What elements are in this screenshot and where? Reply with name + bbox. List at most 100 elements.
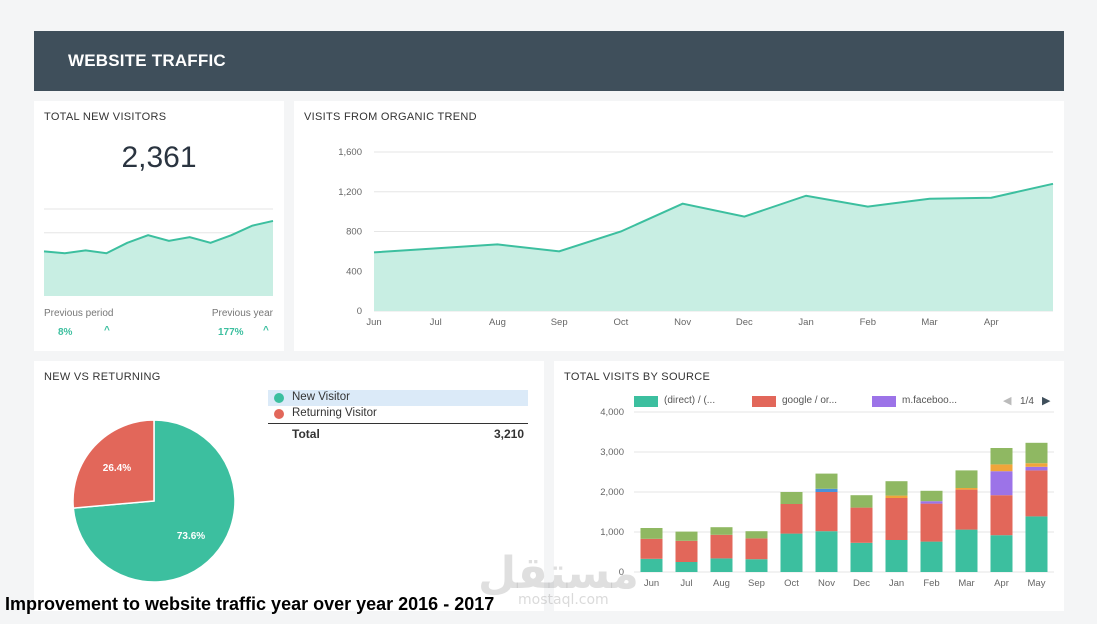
legend-item-new-visitor[interactable]: New Visitor [268, 390, 528, 406]
bar-segment [920, 501, 943, 504]
total-value: 3,210 [493, 427, 524, 441]
previous-year-label: Previous year [211, 308, 273, 319]
bar-segment [640, 528, 663, 539]
sparkline-line [43, 219, 274, 255]
bar-segment [850, 495, 873, 508]
bar-segment [920, 490, 943, 502]
bar-segment [815, 492, 838, 532]
visits-by-source-chart: 0 1,000 2,000 3,000 4,000 Jun Jul Aug Sep Oct Nov D… [600, 407, 1054, 589]
bar-segment [710, 527, 733, 535]
trend-line [373, 182, 1054, 254]
bar-segment [850, 507, 873, 543]
dashboard-header: WEBSITE TRAFFIC [34, 31, 1064, 91]
watermark-url: mostaql.com [518, 592, 609, 608]
bar-segment [710, 534, 733, 559]
x-tick-label: May [1028, 578, 1046, 589]
bar-segment [1025, 442, 1048, 464]
x-tick-label: Apr [984, 317, 999, 328]
dashboard-title: WEBSITE TRAFFIC [68, 51, 226, 70]
legend-label: New Visitor [292, 391, 350, 403]
y-tick-label: 2,000 [600, 487, 624, 498]
previous-year-value: 177% [218, 327, 244, 338]
new-visitors-sparkline [43, 208, 274, 296]
visits-by-source-panel: TOTAL VISITS BY SOURCE (direct) / (... g… [554, 361, 1064, 611]
organic-trend-chart: 0 400 800 1,200 1,600 Jun Jul Aug Sep Oct Nov Dec Ja… [338, 147, 1054, 328]
bar-segment [885, 495, 908, 498]
trend-area [374, 183, 1053, 311]
bar-segment [885, 498, 908, 540]
y-tick-label: 0 [357, 306, 362, 317]
kpi-value: 2,361 [121, 141, 197, 174]
pie-slice [72, 419, 155, 509]
legend-label: google / or... [782, 395, 838, 406]
up-arrow-icon: ^ [104, 325, 110, 336]
panel-title: TOTAL VISITS BY SOURCE [564, 371, 711, 383]
x-tick-label: Oct [614, 317, 629, 328]
legend-dot [274, 393, 284, 403]
bar-segment [815, 531, 838, 572]
bar-segment [675, 540, 698, 562]
legend-item-returning-visitor[interactable]: Returning Visitor [268, 406, 528, 422]
bar-segment [780, 492, 803, 504]
x-tick-label: Aug [713, 578, 730, 589]
x-tick-label: Feb [860, 317, 876, 328]
legend-swatch [752, 396, 776, 407]
bar-segment [710, 558, 733, 572]
bar-segment [955, 529, 978, 572]
x-tick-label: Jul [430, 317, 442, 328]
organic-trend-panel: VISITS FROM ORGANIC TREND 0 400 800 1,200 1,… [294, 101, 1064, 351]
bar-segment [1025, 470, 1048, 517]
bar-segment [850, 542, 873, 572]
legend-swatch [634, 396, 658, 407]
panel-title: TOTAL NEW VISITORS [44, 111, 167, 123]
legend-prev-page-icon[interactable]: ◀ [1003, 395, 1012, 407]
legend-next-page-icon[interactable]: ▶ [1042, 395, 1051, 407]
y-tick-label: 3,000 [600, 447, 624, 458]
x-tick-label: Mar [958, 578, 974, 589]
bar-segment [955, 488, 978, 490]
bar-segment [990, 448, 1013, 465]
legend-page-indicator: 1/4 [1020, 396, 1034, 407]
x-tick-label: Sep [748, 578, 765, 589]
y-tick-label: 1,000 [600, 527, 624, 538]
pie-slice-label: 26.4% [103, 463, 131, 474]
bar-segment [745, 538, 768, 560]
y-tick-label: 800 [346, 227, 362, 238]
bar-segment [1025, 463, 1048, 467]
x-tick-label: Apr [994, 578, 1009, 589]
panel-title: NEW VS RETURNING [44, 371, 161, 383]
x-tick-label: Nov [818, 578, 835, 589]
new-vs-returning-pie: 73.6% 26.4% [72, 419, 236, 583]
previous-period-value: 8% [58, 327, 73, 338]
bar-segment [1025, 516, 1048, 572]
legend-label: (direct) / (... [664, 395, 716, 406]
bar-segment [815, 488, 838, 492]
new-vs-returning-panel: NEW VS RETURNING 73.6% 26.4% New Visitor … [34, 361, 544, 611]
y-tick-label: 1,200 [338, 187, 362, 198]
bar-segment [780, 533, 803, 572]
legend-label: m.faceboo... [902, 395, 958, 406]
x-tick-label: Oct [784, 578, 799, 589]
previous-period-label: Previous period [44, 308, 114, 319]
x-tick-label: Dec [736, 317, 753, 328]
bar-segment [885, 540, 908, 572]
bar-segment [675, 531, 698, 541]
bar-segment [920, 503, 943, 542]
up-arrow-icon: ^ [263, 325, 269, 336]
bar-segment [955, 489, 978, 530]
x-tick-label: Jun [366, 317, 381, 328]
panel-title: VISITS FROM ORGANIC TREND [304, 111, 477, 123]
y-tick-label: 4,000 [600, 407, 624, 418]
legend-total-row: Total 3,210 [268, 423, 528, 441]
y-tick-label: 400 [346, 266, 362, 277]
y-tick-label: 1,600 [338, 147, 362, 158]
x-tick-label: Jan [889, 578, 904, 589]
y-tick-label: 0 [619, 567, 624, 578]
x-tick-label: Jun [644, 578, 659, 589]
x-tick-label: Aug [489, 317, 506, 328]
x-tick-label: Feb [923, 578, 939, 589]
watermark-logo: مستقل [478, 548, 639, 599]
bar-segment [920, 541, 943, 572]
x-tick-label: Dec [853, 578, 870, 589]
